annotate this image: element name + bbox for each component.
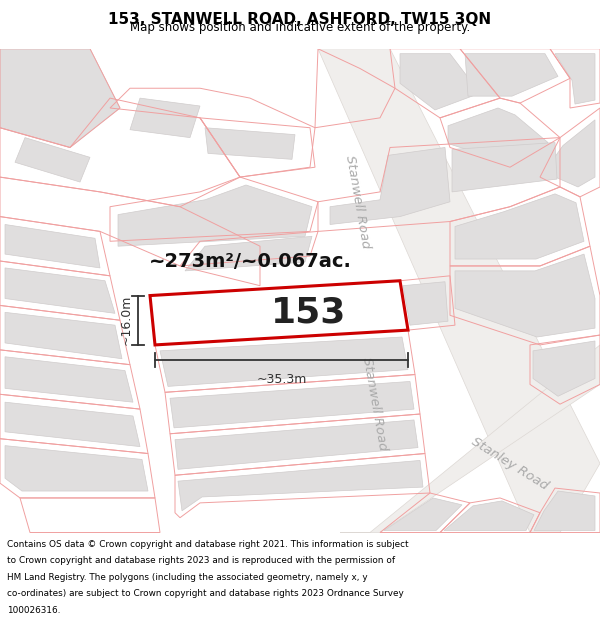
Polygon shape — [403, 282, 448, 325]
Polygon shape — [340, 345, 600, 532]
Polygon shape — [5, 357, 133, 402]
Polygon shape — [130, 98, 200, 138]
Text: ~273m²/~0.067ac.: ~273m²/~0.067ac. — [149, 251, 352, 271]
Polygon shape — [452, 142, 557, 192]
Polygon shape — [318, 49, 600, 532]
Polygon shape — [15, 138, 90, 182]
Text: Stanwell Road: Stanwell Road — [343, 154, 373, 249]
Text: Map shows position and indicative extent of the property.: Map shows position and indicative extent… — [130, 21, 470, 34]
Polygon shape — [205, 127, 295, 159]
Polygon shape — [175, 420, 418, 469]
Polygon shape — [150, 281, 408, 345]
Polygon shape — [118, 185, 312, 246]
Polygon shape — [384, 498, 462, 531]
Polygon shape — [160, 337, 408, 386]
Text: 153: 153 — [271, 296, 346, 330]
Polygon shape — [5, 268, 115, 313]
Polygon shape — [185, 236, 312, 271]
Polygon shape — [555, 54, 595, 104]
Polygon shape — [170, 381, 414, 428]
Polygon shape — [5, 312, 122, 359]
Polygon shape — [400, 54, 480, 110]
Text: Contains OS data © Crown copyright and database right 2021. This information is : Contains OS data © Crown copyright and d… — [7, 540, 409, 549]
Text: Stanley Road: Stanley Road — [469, 434, 551, 492]
Text: co-ordinates) are subject to Crown copyright and database rights 2023 Ordnance S: co-ordinates) are subject to Crown copyr… — [7, 589, 404, 598]
Polygon shape — [5, 402, 140, 447]
Polygon shape — [544, 120, 595, 187]
Text: to Crown copyright and database rights 2023 and is reproduced with the permissio: to Crown copyright and database rights 2… — [7, 556, 395, 566]
Polygon shape — [330, 148, 450, 224]
Polygon shape — [534, 491, 595, 531]
Polygon shape — [178, 461, 423, 511]
Text: 153, STANWELL ROAD, ASHFORD, TW15 3QN: 153, STANWELL ROAD, ASHFORD, TW15 3QN — [109, 12, 491, 27]
Polygon shape — [455, 254, 595, 337]
Polygon shape — [444, 501, 534, 531]
Polygon shape — [5, 446, 148, 491]
Polygon shape — [5, 224, 100, 268]
Polygon shape — [448, 108, 548, 161]
Text: 100026316.: 100026316. — [7, 606, 61, 615]
Polygon shape — [0, 49, 120, 148]
Polygon shape — [465, 54, 558, 96]
Text: ~16.0m: ~16.0m — [120, 295, 133, 346]
Text: HM Land Registry. The polygons (including the associated geometry, namely x, y: HM Land Registry. The polygons (includin… — [7, 573, 368, 582]
Polygon shape — [455, 194, 584, 259]
Text: Stanwell Road: Stanwell Road — [361, 356, 389, 452]
Polygon shape — [533, 341, 595, 396]
Text: ~35.3m: ~35.3m — [256, 372, 307, 386]
